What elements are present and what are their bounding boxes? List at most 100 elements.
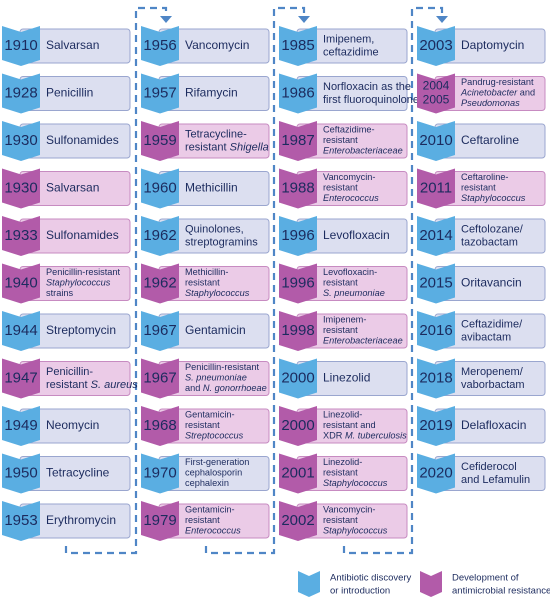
year: 2001 xyxy=(281,464,314,481)
year-chevron xyxy=(279,501,317,541)
year: 1998 xyxy=(281,322,314,339)
timeline-entry: 1947 Penicillin-resistant S. aureus xyxy=(2,358,138,399)
entry-label: Vancomycin xyxy=(185,38,249,52)
label-text: ceftazidime xyxy=(323,46,379,58)
year-chevron xyxy=(2,406,40,446)
label-text: Ceftolozane/ xyxy=(461,223,524,235)
year-chevron xyxy=(2,311,40,351)
label-text: resistant xyxy=(185,278,220,288)
year-chevron xyxy=(417,453,455,494)
entry-label: resistant and xyxy=(323,420,376,430)
entry-label: Penicillin- xyxy=(46,366,93,378)
entry-label: streptogramins xyxy=(185,236,258,248)
label-text: Ceftazidime/ xyxy=(461,318,523,330)
legend-label: or introduction xyxy=(330,586,390,597)
entry-label: Oritavancin xyxy=(461,276,522,290)
label-text: Tetracycline- xyxy=(185,128,247,140)
entry-label: Imipenem, xyxy=(323,33,374,45)
label-text-italic: Staphylococcus xyxy=(46,278,111,288)
entry-label: Imipenem- xyxy=(323,315,366,325)
year-chevron xyxy=(141,168,179,209)
entry-label: Vancomycin- xyxy=(323,505,375,515)
label-text-italic: Acinetobacter xyxy=(460,88,518,98)
entry-label: vaborbactam xyxy=(461,379,525,391)
year: 1949 xyxy=(4,417,37,434)
entry-label: Penicillin xyxy=(46,86,93,100)
connectors xyxy=(64,6,444,555)
timeline-entry: 1985 Imipenem,ceftazidime xyxy=(279,26,408,66)
year: 1959 xyxy=(143,132,176,149)
label-text: Linezolid xyxy=(323,371,370,385)
label-text: XDR xyxy=(323,431,345,441)
label-text: Gentamicin xyxy=(185,323,246,337)
legend-item: Antibiotic discovery or introduction xyxy=(298,571,412,597)
label-text: and xyxy=(517,88,535,98)
label-text: Neomycin xyxy=(46,418,99,432)
label-text: Daptomycin xyxy=(461,38,524,52)
label-text: vaborbactam xyxy=(461,379,525,391)
year: 1940 xyxy=(4,274,37,291)
entry-label: resistant xyxy=(185,515,220,525)
entry-label: Ceftaroline xyxy=(461,133,519,147)
year-chevron xyxy=(417,73,455,114)
entry-label: Enterobacteriaceae xyxy=(323,146,403,156)
year: 1967 xyxy=(143,322,176,339)
label-text-italic: M. tuberculosis xyxy=(345,431,407,441)
entry-label: resistant Shigella xyxy=(185,141,269,153)
year: 1933 xyxy=(4,227,37,244)
entry-label: and Lefamulin xyxy=(461,474,530,486)
year: 1968 xyxy=(143,417,176,434)
label-text: Delafloxacin xyxy=(461,418,526,432)
timeline-entry: 2003 Daptomycin xyxy=(417,26,546,66)
year: 2019 xyxy=(419,417,452,434)
label-text: Salvarsan xyxy=(46,38,99,52)
year: 1962 xyxy=(143,227,176,244)
entry-label: Pseudomonas xyxy=(461,98,520,108)
label-text-italic: S. pneumoniae xyxy=(185,373,247,383)
label-text: Oritavancin xyxy=(461,276,522,290)
year: 1960 xyxy=(143,179,176,196)
timeline-entry: 1950 Tetracycline xyxy=(2,453,131,494)
label-text: Imipenem- xyxy=(323,315,366,325)
label-text-italic: Enterobacteriaceae xyxy=(323,146,403,156)
entry-label: ceftazidime xyxy=(323,46,379,58)
entry-label: Norfloxacin as the xyxy=(323,81,411,93)
entry-label: XDR M. tuberculosis xyxy=(323,431,407,441)
timeline-entry: 1960 Methicillin xyxy=(141,168,270,209)
year-chevron xyxy=(2,263,40,304)
entry-label: Gentamicin xyxy=(185,323,246,337)
label-text: avibactam xyxy=(461,331,511,343)
entry-label: resistant xyxy=(323,135,358,145)
entry-label: resistant xyxy=(323,325,358,335)
year: 2003 xyxy=(419,37,452,54)
entry-label: Linezolid xyxy=(323,371,370,385)
year-chevron xyxy=(417,311,455,351)
timeline-entry: 1928 Penicillin xyxy=(2,73,131,114)
label-text: Linezolid- xyxy=(323,457,362,467)
entry-label: S. pneumoniae xyxy=(323,288,385,298)
connector xyxy=(204,6,306,555)
entry-label: First-generation xyxy=(185,457,249,467)
entry-label: Enterococcus xyxy=(185,526,241,536)
label-text-italic: Pseudomonas xyxy=(461,98,520,108)
arrowhead xyxy=(436,16,448,23)
year: 2011 xyxy=(420,179,452,196)
timeline-entry: 1957 Rifamycin xyxy=(141,73,270,114)
year-chevron xyxy=(2,26,40,66)
timeline-entry: 1953 Erythromycin xyxy=(2,501,131,541)
label-text-italic: Staphylococcus xyxy=(323,526,388,536)
label-text: resistant xyxy=(185,141,230,153)
timeline-entry: 2000 Linezolid xyxy=(279,358,408,399)
timeline-entry: 1996 Levofloxacin xyxy=(279,216,408,256)
entry-label: Levofloxacin xyxy=(323,228,390,242)
entry-label: Penicillin-resistant xyxy=(46,267,120,277)
label-text: strains xyxy=(46,288,73,298)
entry-label: Enterobacteriaceae xyxy=(323,336,403,346)
